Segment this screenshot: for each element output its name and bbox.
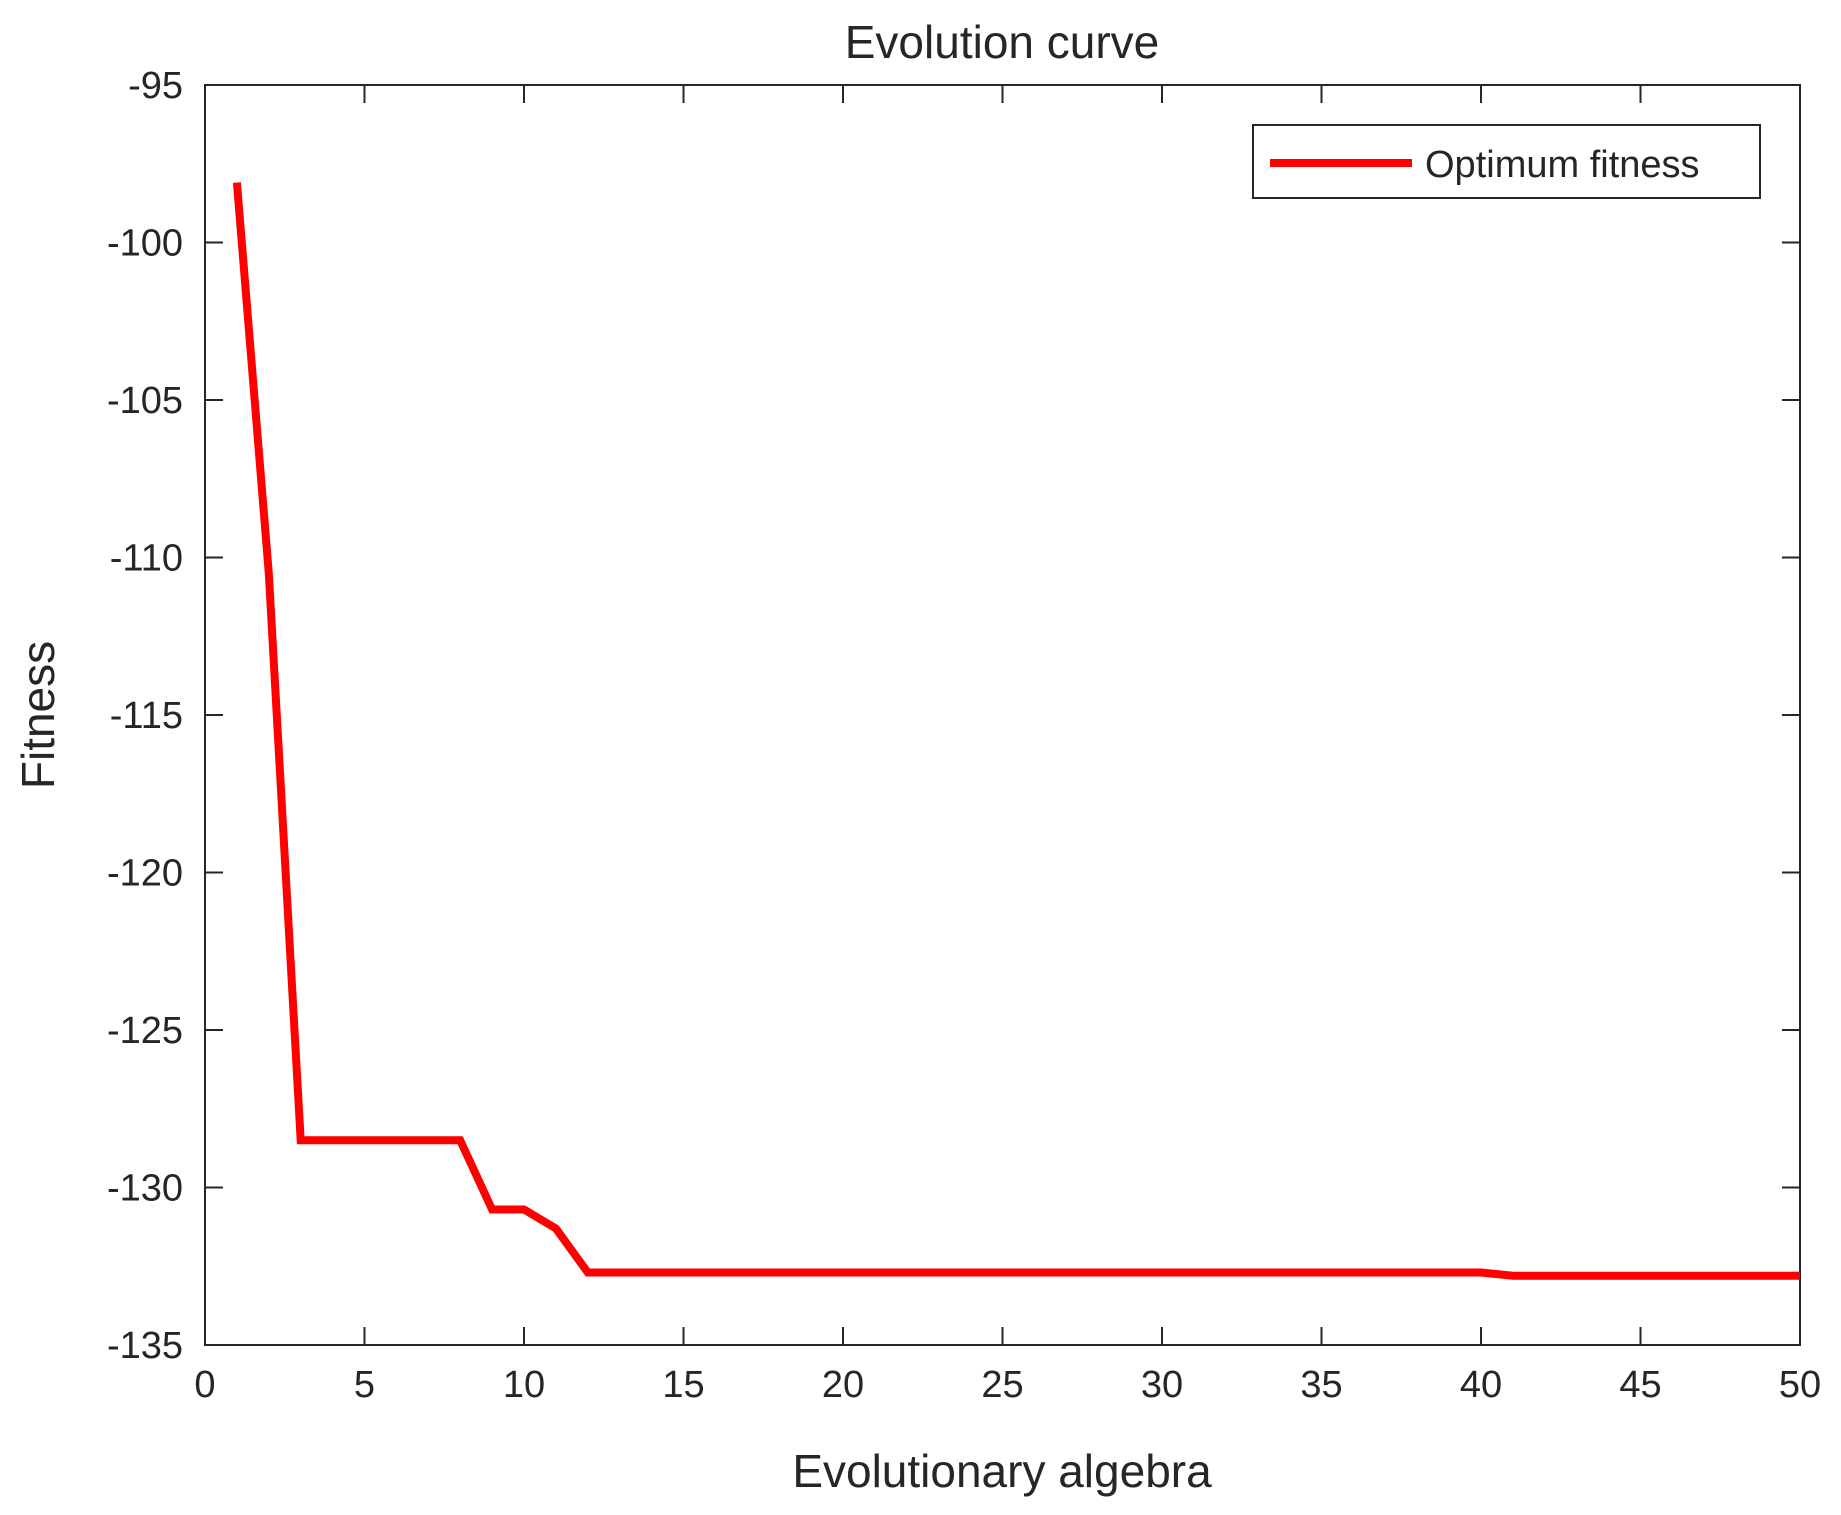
- series-line-optimum-fitness: [232, 182, 1800, 1280]
- data-point: [1704, 1275, 1705, 1276]
- x-tick-label: 30: [1141, 1364, 1183, 1406]
- x-tick-label: 0: [194, 1364, 215, 1406]
- data-point: [1162, 1272, 1163, 1273]
- data-point: [1193, 1272, 1194, 1273]
- data-point: [1417, 1272, 1418, 1273]
- data-point: [268, 573, 269, 574]
- data-point: [1576, 1275, 1577, 1276]
- data-point: [906, 1272, 907, 1273]
- data-point: [779, 1272, 780, 1273]
- plot-frame: [204, 84, 1801, 1346]
- data-point: [1257, 1272, 1258, 1273]
- x-tick-label: 15: [662, 1364, 704, 1406]
- x-tick-label: 40: [1460, 1364, 1502, 1406]
- data-point: [236, 182, 237, 183]
- data-point: [651, 1272, 652, 1273]
- series-layer: [232, 182, 1801, 1280]
- data-point: [555, 1228, 556, 1229]
- x-tick-label: 25: [981, 1364, 1023, 1406]
- data-point: [1321, 1272, 1322, 1273]
- data-point: [1289, 1272, 1290, 1273]
- y-tick-label: -95: [128, 65, 183, 107]
- data-point: [1002, 1272, 1003, 1273]
- data-point: [874, 1272, 875, 1273]
- data-point: [938, 1272, 939, 1273]
- data-point: [843, 1272, 844, 1273]
- y-tick-label: -105: [107, 380, 183, 422]
- data-point: [428, 1140, 429, 1141]
- data-point: [1736, 1275, 1737, 1276]
- data-point: [715, 1272, 716, 1273]
- data-point: [460, 1140, 461, 1141]
- data-point: [587, 1272, 588, 1273]
- x-tick-label: 10: [503, 1364, 545, 1406]
- data-point: [524, 1209, 525, 1210]
- y-tick-label: -135: [107, 1325, 183, 1367]
- data-point: [1066, 1272, 1067, 1273]
- data-point: [492, 1209, 493, 1210]
- legend-label-optimum-fitness: Optimum fitness: [1425, 144, 1700, 186]
- data-point: [1512, 1275, 1513, 1276]
- data-point: [300, 1140, 301, 1141]
- data-point: [1608, 1275, 1609, 1276]
- x-tick-label: 50: [1779, 1364, 1821, 1406]
- data-point: [1672, 1275, 1673, 1276]
- data-point: [683, 1272, 684, 1273]
- y-tick-label: -125: [107, 1010, 183, 1052]
- x-tick-label: 35: [1300, 1364, 1342, 1406]
- data-point: [1544, 1275, 1545, 1276]
- data-point: [1130, 1272, 1131, 1273]
- data-point: [1098, 1272, 1099, 1273]
- data-point: [1481, 1272, 1482, 1273]
- data-point: [1385, 1272, 1386, 1273]
- data-point: [1800, 1275, 1801, 1276]
- x-tick-label: 20: [822, 1364, 864, 1406]
- y-tick-label: -110: [110, 538, 183, 580]
- plot-area: [205, 85, 1800, 1345]
- data-point: [811, 1272, 812, 1273]
- y-tick-label: -100: [107, 223, 183, 265]
- data-point: [1225, 1272, 1226, 1273]
- data-point: [970, 1272, 971, 1273]
- y-axis-ticks: -95 -100 -105 -110 -115 -120 -125 -130 -135: [107, 65, 1800, 1367]
- y-tick-label: -120: [107, 853, 183, 895]
- data-point: [1034, 1272, 1035, 1273]
- data-point: [1449, 1272, 1450, 1273]
- data-point: [619, 1272, 620, 1273]
- y-tick-label: -115: [110, 695, 183, 737]
- x-axis-label: Evolutionary algebra: [792, 1445, 1212, 1497]
- y-axis-label: Fitness: [12, 641, 64, 789]
- data-point: [1640, 1275, 1641, 1276]
- x-tick-label: 5: [354, 1364, 375, 1406]
- legend: Optimum fitness: [1252, 124, 1761, 199]
- data-point: [1353, 1272, 1354, 1273]
- x-axis-ticks: 0 5 10 15 20 25 30 35 40 45 50: [194, 85, 1821, 1406]
- data-point: [1768, 1275, 1769, 1276]
- data-point: [747, 1272, 748, 1273]
- data-point: [332, 1140, 333, 1141]
- x-tick-label: 45: [1619, 1364, 1661, 1406]
- data-point: [364, 1140, 365, 1141]
- y-tick-label: -130: [107, 1168, 183, 1210]
- chart-title: Evolution curve: [845, 16, 1160, 68]
- data-point: [396, 1140, 397, 1141]
